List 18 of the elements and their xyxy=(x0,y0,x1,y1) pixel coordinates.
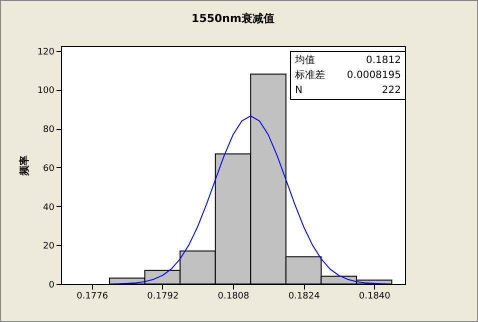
y-tick-label: 60 xyxy=(43,164,55,174)
y-tick-label: 80 xyxy=(43,125,55,136)
chart-title: 1550nm衰减值 xyxy=(192,12,274,25)
y-axis-title: 频率 xyxy=(18,156,30,176)
text: 均值 0.1812 xyxy=(295,55,401,66)
x-tick-label: 0.1776 xyxy=(76,292,108,302)
text: N 222 xyxy=(295,85,401,96)
y-tick-label: 40 xyxy=(43,202,55,213)
x-tick-label: 0.1792 xyxy=(147,292,179,302)
y-tick-label: 100 xyxy=(37,86,55,96)
x-tick-label: 0.1824 xyxy=(288,292,320,302)
line-series xyxy=(109,115,392,284)
x-tick-label: 0.1808 xyxy=(218,292,250,302)
text: 标准差 0.0008195 xyxy=(295,70,401,81)
x-tick-label: 0.1840 xyxy=(358,292,391,302)
y-tick-label: 20 xyxy=(43,242,55,252)
y-tick-label: 0 xyxy=(48,280,55,290)
y-tick-label: 120 xyxy=(37,47,55,58)
